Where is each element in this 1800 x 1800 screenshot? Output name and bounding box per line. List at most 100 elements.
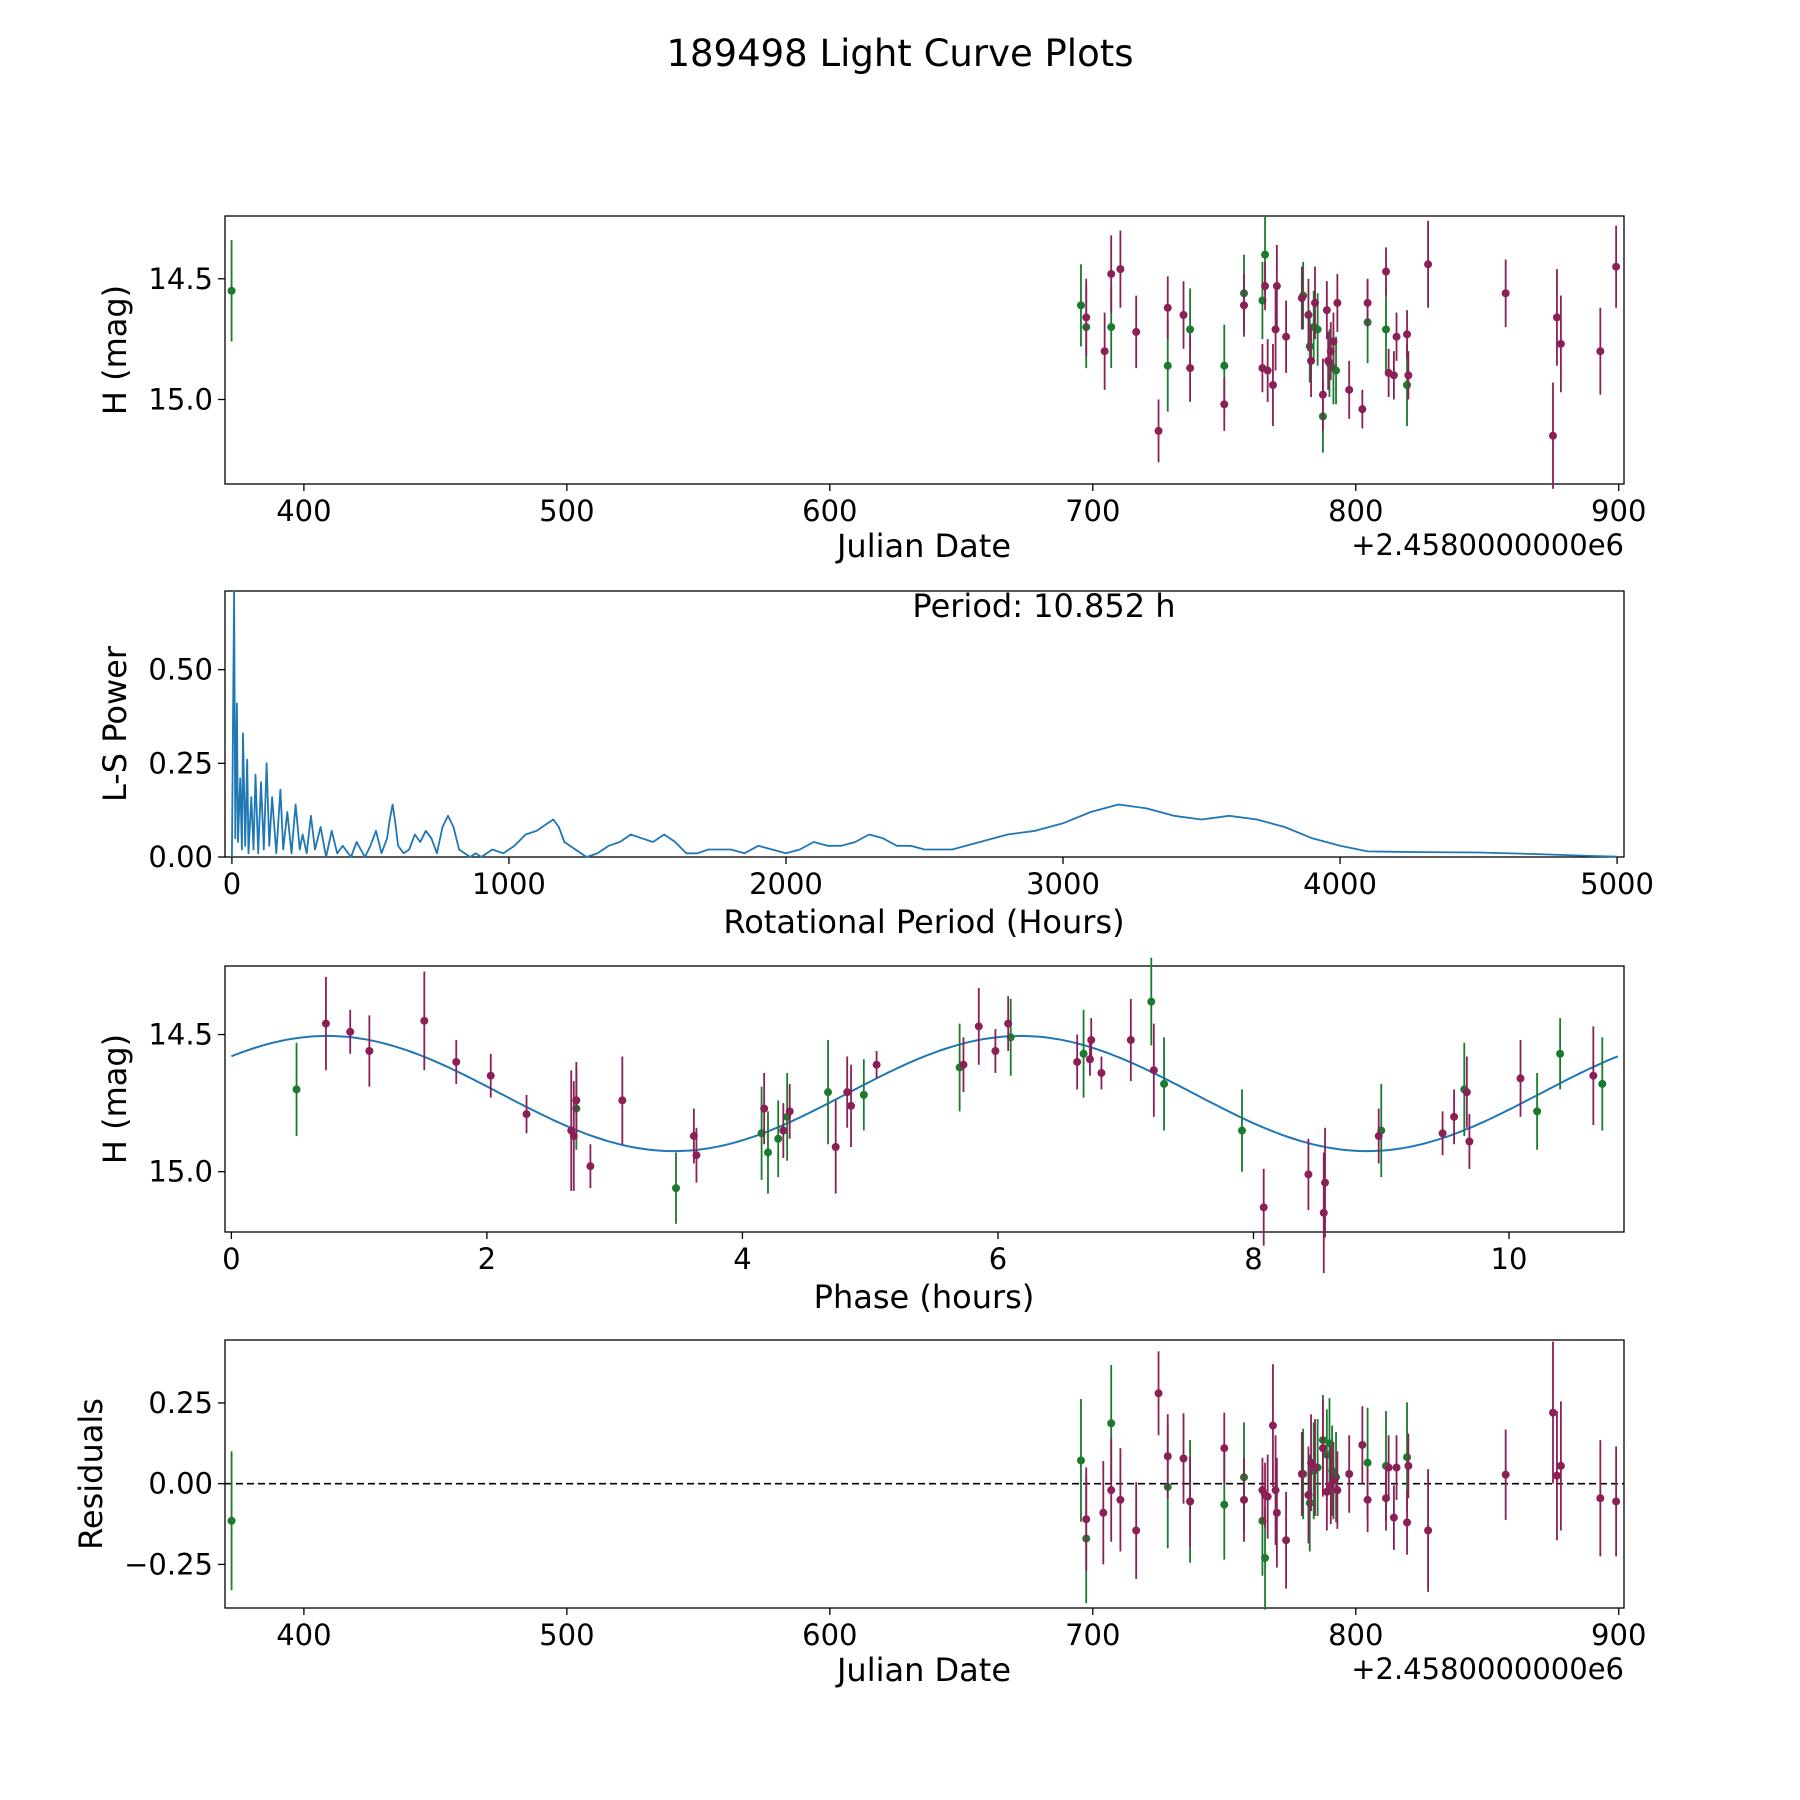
residuals-data-point (1548, 1408, 1557, 1417)
phase-data-point (785, 1107, 794, 1116)
residuals-data-point (1322, 1487, 1331, 1496)
lightcurve-data-point (1261, 250, 1270, 259)
residuals-data-point (227, 1516, 236, 1525)
lightcurve-data-point (1263, 366, 1272, 375)
phase-data-point (831, 1142, 840, 1151)
phase-ylabel: H (mag) (96, 1034, 134, 1164)
periodogram-xtick-label: 4000 (1303, 867, 1377, 901)
phase-data-point (321, 1019, 330, 1028)
lightcurve-data-point (1403, 330, 1412, 339)
lightcurve-xtick-label: 500 (539, 494, 594, 528)
residuals-data-point (1282, 1536, 1291, 1545)
residuals-xtick-label: 900 (1591, 1618, 1646, 1652)
phase-data-point (824, 1088, 833, 1097)
residuals-ytick-label: −0.25 (124, 1547, 213, 1581)
periodogram-ylabel: L-S Power (96, 645, 134, 802)
phase-data-point (1462, 1088, 1471, 1097)
lightcurve-data-point (1358, 405, 1367, 414)
lightcurve-panel: 400 500 600 700 800 900 15.0 14.5 Julian Date H… (96, 215, 1646, 565)
periodogram-line (231, 590, 1618, 858)
phase-data-point (1259, 1203, 1268, 1212)
residuals-data-point (1082, 1515, 1091, 1524)
phase-data-point (847, 1101, 856, 1110)
residuals-ytick-label: 0.25 (148, 1386, 213, 1420)
phase-data-point (760, 1104, 769, 1113)
phase-data-point (1321, 1178, 1330, 1187)
residuals-data-point (1271, 1486, 1280, 1495)
residuals-data-point (1384, 1463, 1393, 1472)
phase-data-point (1319, 1208, 1328, 1217)
phase-data-point (991, 1047, 1000, 1056)
residuals-data-point (1297, 1470, 1306, 1478)
phase-xtick-label: 10 (1491, 1242, 1528, 1276)
residuals-data-point (1163, 1452, 1172, 1461)
phase-xtick-label: 6 (989, 1242, 1007, 1276)
phase-data-point (1004, 1019, 1013, 1028)
residuals-xtick-label: 800 (1328, 1618, 1383, 1652)
phase-marks (231, 957, 1619, 1274)
residuals-data-point (1132, 1526, 1141, 1535)
lightcurve-data-point (1596, 347, 1605, 356)
phase-panel: 0 2 4 6 8 10 15.0 14.5 Phase (hours) H (mag) (96, 957, 1625, 1316)
phase-data-point (420, 1016, 429, 1025)
lightcurve-data-point (227, 286, 236, 295)
lightcurve-xtick-label: 800 (1328, 494, 1383, 528)
lightcurve-data-point (1268, 381, 1277, 390)
phase-data-point (672, 1184, 681, 1193)
phase-data-point (1438, 1129, 1447, 1138)
figure-title: 189498 Light Curve Plots (666, 32, 1133, 75)
lightcurve-xtick-label: 900 (1591, 494, 1646, 528)
phase-xtick-label: 4 (733, 1242, 751, 1276)
residuals-data-point (1261, 1553, 1270, 1562)
residuals-data-point (1392, 1463, 1401, 1472)
residuals-data-point (1329, 1476, 1338, 1485)
phase-data-point (1085, 1055, 1094, 1064)
residuals-data-point (1268, 1421, 1277, 1430)
lightcurve-data-point (1322, 306, 1331, 315)
residuals-data-point (1107, 1486, 1116, 1495)
phase-data-point (843, 1088, 852, 1097)
residuals-data-point (1424, 1526, 1433, 1535)
lightcurve-data-point (1548, 431, 1557, 440)
lightcurve-data-point (1392, 332, 1401, 341)
residuals-data-point (1333, 1486, 1342, 1495)
phase-data-point (522, 1110, 531, 1119)
phase-data-point (1237, 1126, 1246, 1135)
periodogram-xtick-label: 1000 (472, 867, 546, 901)
lightcurve-data-point (1304, 310, 1313, 319)
residuals-data-point (1363, 1458, 1372, 1467)
residuals-data-point (1318, 1444, 1327, 1453)
residuals-data-point (1345, 1470, 1354, 1478)
lightcurve-xtick-label: 700 (1065, 494, 1120, 528)
residuals-data-point (1305, 1499, 1314, 1508)
phase-data-point (1598, 1079, 1607, 1088)
lightcurve-data-point (1282, 332, 1291, 341)
residuals-data-point (1501, 1470, 1510, 1479)
lightcurve-data-point (1501, 289, 1510, 298)
phase-ticks: 0 2 4 6 8 10 15.0 14.5 (148, 1018, 1527, 1276)
lightcurve-data-point (1382, 267, 1391, 276)
phase-data-point (779, 1126, 788, 1135)
lightcurve-data-point (1389, 371, 1398, 380)
residuals-data-point (1220, 1500, 1229, 1509)
phase-data-point (1589, 1071, 1598, 1080)
phase-data-point (586, 1162, 595, 1171)
lightcurve-ylabel: H (mag) (96, 285, 134, 415)
phase-xtick-label: 8 (1244, 1242, 1262, 1276)
periodogram-frame (224, 590, 1625, 858)
lightcurve-data-point (1154, 426, 1163, 435)
phase-data-point (292, 1085, 301, 1094)
residuals-data-point (1311, 1463, 1320, 1472)
phase-data-point (452, 1057, 461, 1066)
model-fit-curve (231, 1034, 1619, 1153)
phase-data-point (486, 1071, 495, 1080)
phase-data-point (1533, 1107, 1542, 1116)
residuals-data-point (1272, 1508, 1281, 1517)
residuals-offset-text: +2.4580000000e6 (1351, 1652, 1624, 1686)
phase-data-point (763, 1148, 772, 1157)
lightcurve-xtick-label: 400 (276, 494, 331, 528)
residuals-data-point (1358, 1440, 1367, 1449)
residuals-data-point (1099, 1508, 1108, 1517)
lightcurve-data-point (1240, 301, 1249, 310)
lightcurve-data-point (1261, 282, 1270, 291)
